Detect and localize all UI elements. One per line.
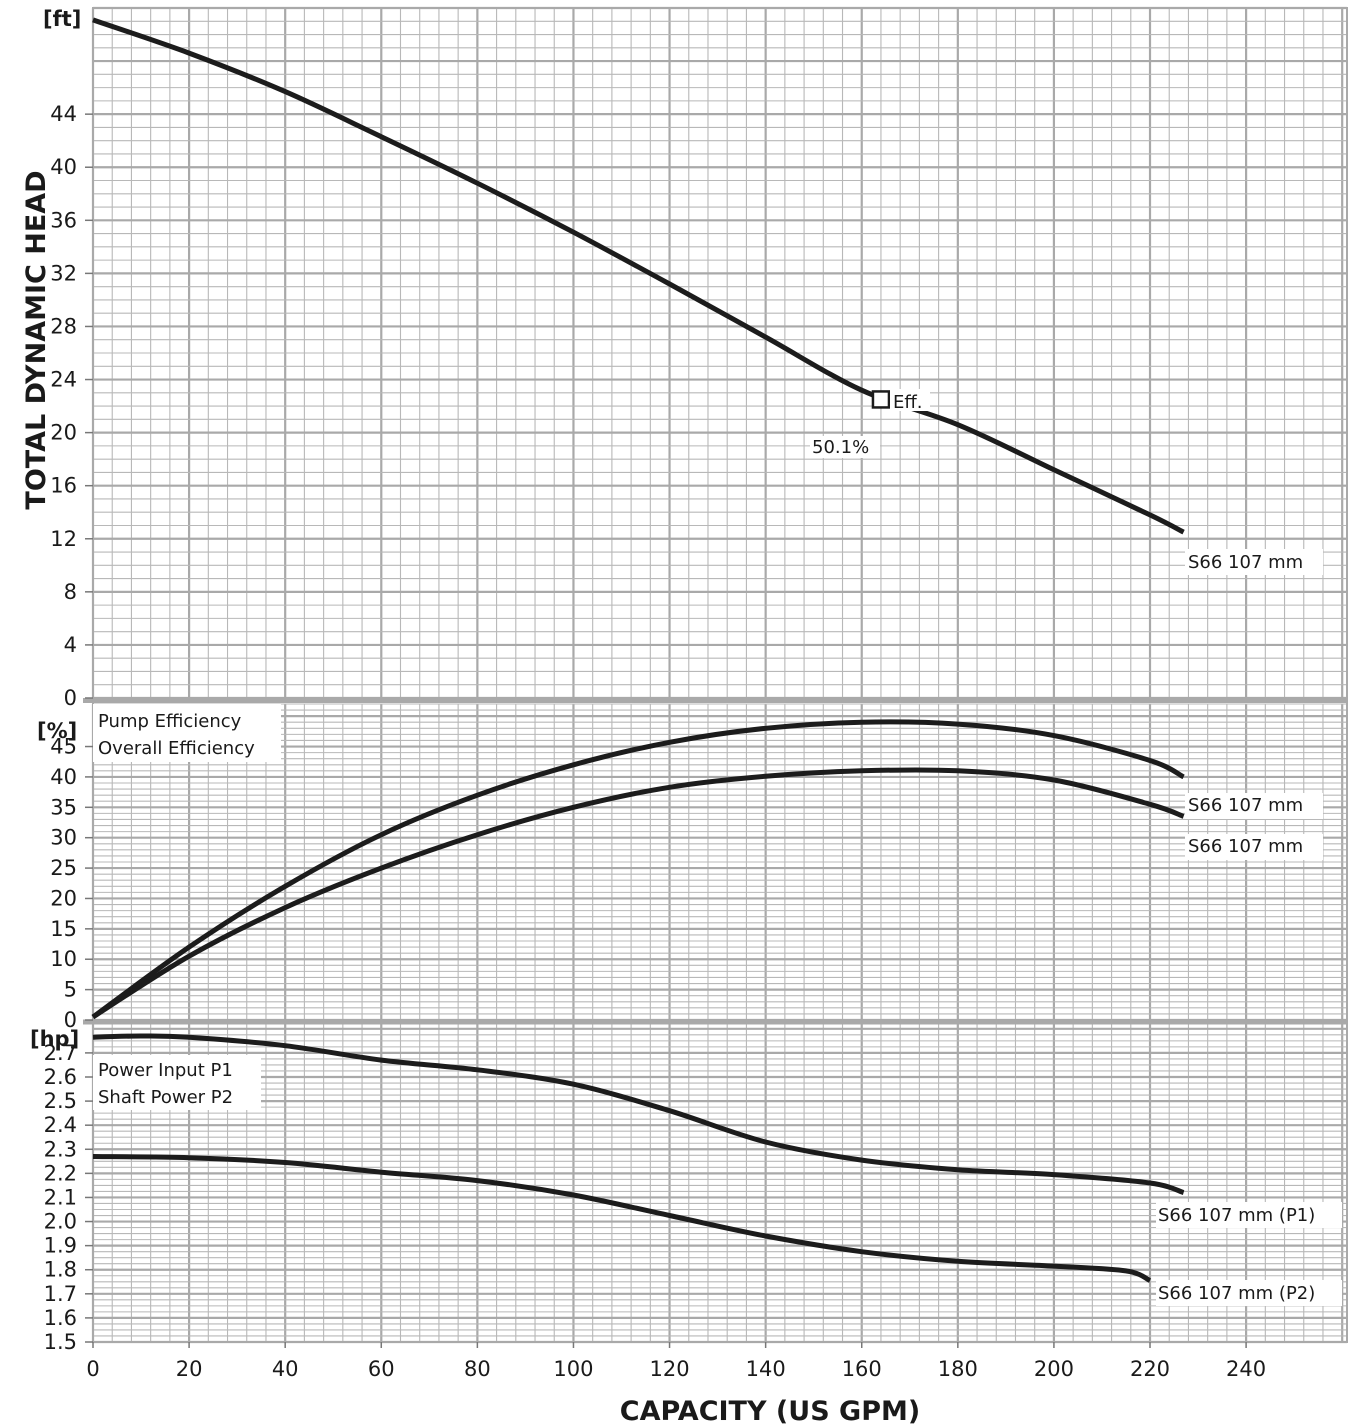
y-tick-label: 1.6 <box>44 1306 77 1330</box>
eff-legend-overall: Overall Efficiency <box>98 738 255 759</box>
power-unit-label: [hp] <box>30 1027 79 1051</box>
y-tick-label: 1.8 <box>44 1258 77 1282</box>
x-tick-label: 220 <box>1130 1357 1170 1381</box>
power-legend-p2: Shaft Power P2 <box>98 1087 233 1108</box>
x-axis-title: CAPACITY (US GPM) <box>620 1396 920 1427</box>
y-tick-label: 2.2 <box>44 1161 77 1185</box>
eff-label-bg <box>890 389 930 411</box>
eff-legend-box <box>93 704 281 762</box>
p2-curve-label: S66 107 mm (P2) <box>1158 1283 1315 1304</box>
y-tick-label: 4 <box>64 633 77 657</box>
power-legend-p1: Power Input P1 <box>98 1060 233 1081</box>
head-unit-label: [ft] <box>43 7 81 31</box>
eff-value-bg <box>810 436 880 458</box>
y-tick-label: 1.7 <box>44 1282 77 1306</box>
y-tick-label: 2.6 <box>44 1065 77 1089</box>
y-tick-label: 20 <box>50 886 77 910</box>
y-tick-label: 32 <box>50 261 77 285</box>
x-tick-label: 120 <box>650 1357 690 1381</box>
head-curve-label-bg <box>1185 549 1323 575</box>
y-tick-label: 30 <box>50 826 77 850</box>
x-tick-label: 80 <box>464 1357 491 1381</box>
power-input-p1-curve <box>92 1033 1185 1196</box>
shaft-power-p2-curve <box>92 1154 1152 1283</box>
x-tick-label: 140 <box>746 1357 786 1381</box>
eff-unit-label: [%] <box>37 719 77 743</box>
y-tick-label: 8 <box>64 580 77 604</box>
pump-eff-curve-label-bg <box>1185 793 1323 819</box>
y-tick-label: 1.9 <box>44 1234 77 1258</box>
x-tick-label: 180 <box>938 1357 978 1381</box>
y-tick-label: 0 <box>64 1008 77 1032</box>
y-tick-label: 40 <box>50 155 77 179</box>
y-tick-label: 25 <box>50 856 77 880</box>
y-tick-label: 2.3 <box>44 1137 77 1161</box>
y-tick-label: 45 <box>50 735 77 759</box>
labels: [ft] [%] [hp] TOTAL DYNAMIC HEAD CAPACIT… <box>21 7 1342 1427</box>
power-legend-box <box>93 1055 261 1110</box>
y-tick-label: 10 <box>50 947 77 971</box>
grid <box>91 6 1347 1344</box>
x-tick-label: 240 <box>1226 1357 1266 1381</box>
eff-legend-pump: Pump Efficiency <box>98 711 242 732</box>
head-curve <box>92 17 1185 535</box>
y-tick-label: 2.7 <box>44 1041 77 1065</box>
y-tick-label: 2.4 <box>44 1113 77 1137</box>
y-tick-label: 28 <box>50 314 77 338</box>
x-tick-label: 200 <box>1034 1357 1074 1381</box>
y-tick-label: 40 <box>50 765 77 789</box>
axes: 0 4 8 12 16 20 24 28 32 36 40 44 0 5 10 15 20 25 30 35 40 45 1… <box>44 7 1348 1381</box>
y-tick-label: 24 <box>50 368 77 392</box>
head-curve-label: S66 107 mm <box>1188 552 1303 573</box>
p1-curve-label-bg <box>1156 1202 1342 1228</box>
y-axis-title: TOTAL DYNAMIC HEAD <box>21 170 52 509</box>
eff-label: Eff. <box>893 392 923 413</box>
x-tick-label: 0 <box>86 1357 99 1381</box>
y-tick-label: 15 <box>50 917 77 941</box>
overall-eff-curve-label: S66 107 mm <box>1188 836 1303 857</box>
eff-value: 50.1% <box>812 437 869 458</box>
y-tick-label: 44 <box>50 102 77 126</box>
x-tick-label: 60 <box>368 1357 395 1381</box>
p2-curve-label-bg <box>1156 1280 1342 1306</box>
overall-eff-curve-label-bg <box>1185 834 1323 860</box>
x-tick-label: 40 <box>272 1357 299 1381</box>
y-tick-label: 20 <box>50 421 77 445</box>
y-tick-label: 0 <box>64 686 77 710</box>
efficiency-marker <box>871 390 891 409</box>
overall-efficiency-curve <box>91 767 1185 1020</box>
x-tick-label: 100 <box>553 1357 593 1381</box>
y-tick-label: 1.5 <box>44 1330 77 1354</box>
y-tick-label: 5 <box>64 978 77 1002</box>
p1-curve-label: S66 107 mm (P1) <box>1158 1205 1315 1226</box>
y-tick-label: 16 <box>50 474 77 498</box>
y-tick-label: 2.5 <box>44 1089 77 1113</box>
y-tick-label: 2.1 <box>44 1185 77 1209</box>
y-tick-label: 12 <box>50 527 77 551</box>
pump-efficiency-curve <box>91 719 1185 1020</box>
plot-frame <box>92 7 1348 1343</box>
curves <box>91 17 1185 1283</box>
y-tick-label: 2.0 <box>44 1210 77 1234</box>
x-tick-label: 20 <box>176 1357 203 1381</box>
y-tick-label: 35 <box>50 795 77 819</box>
x-tick-label: 160 <box>842 1357 882 1381</box>
y-tick-label: 36 <box>50 208 77 232</box>
pump-eff-curve-label: S66 107 mm <box>1188 795 1303 816</box>
